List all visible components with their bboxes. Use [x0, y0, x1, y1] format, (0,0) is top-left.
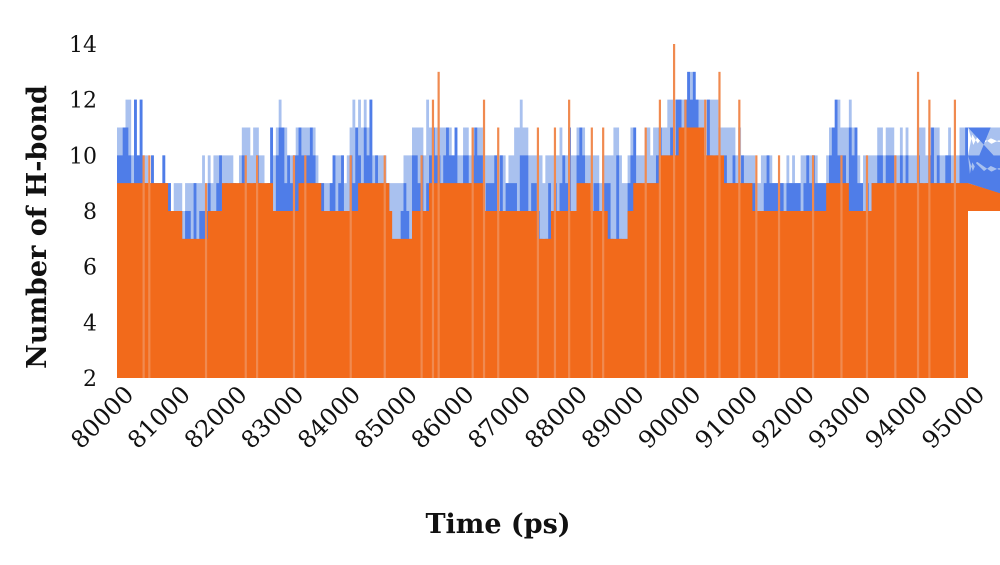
- series-2-spike-28: [777, 155, 781, 378]
- series-2-spike-30: [840, 155, 843, 378]
- y-tick-label: 4: [83, 311, 97, 336]
- series-2-spike-4: [255, 155, 259, 378]
- series-2-spike-7: [349, 155, 352, 378]
- y-axis-title: Number of H-bond: [22, 85, 53, 369]
- x-tick-label: 83000: [236, 380, 310, 454]
- series-2-spike-8: [383, 155, 386, 378]
- series-2-spike-19: [602, 127, 605, 378]
- x-tick-label: 81000: [122, 380, 196, 454]
- x-tick-label: 89000: [576, 380, 650, 454]
- x-tick-label: 80000: [65, 380, 139, 454]
- series-2-spike-26: [738, 99, 741, 379]
- series-2-spike-31: [865, 155, 869, 378]
- series-2-spike-29: [811, 155, 815, 378]
- x-tick-label: 94000: [860, 380, 934, 454]
- series-2-spike-3: [244, 155, 247, 378]
- series-2-spike-18: [590, 127, 593, 378]
- x-tick-label: 85000: [349, 380, 423, 454]
- series-2-spike-17: [568, 99, 571, 379]
- x-tick-label: 84000: [292, 380, 366, 454]
- series-2-spike-20: [644, 127, 647, 378]
- series-2-spike-23: [684, 99, 687, 379]
- x-tick-label: 93000: [803, 380, 877, 454]
- series-2-spike-14: [497, 127, 500, 378]
- series-2-spike-2: [204, 183, 208, 378]
- x-tick-label: 88000: [519, 380, 593, 454]
- x-tick-label: 91000: [690, 380, 764, 454]
- series-2-spike-9: [420, 155, 423, 378]
- plot-area: [117, 44, 1000, 379]
- series-2-spike-10: [431, 99, 435, 379]
- y-tick-label: 2: [83, 367, 97, 392]
- series-2-spike-1: [148, 155, 151, 378]
- y-tick-label: 6: [83, 256, 97, 281]
- y-tick-label: 8: [83, 200, 97, 225]
- series-2-spike-11: [437, 71, 440, 378]
- x-tick-label: 95000: [916, 380, 990, 454]
- series-2-spike-34: [928, 99, 931, 379]
- series-2-spike-27: [755, 155, 758, 378]
- x-tick-label: 82000: [179, 380, 253, 454]
- series-2-spike-32: [894, 155, 897, 378]
- y-tick-label: 10: [69, 144, 97, 169]
- y-axis-ticks: 2 4 6 8 10 12 14: [69, 33, 97, 392]
- x-tick-label: 92000: [746, 380, 820, 454]
- series-2-spike-5: [292, 155, 296, 378]
- x-tick-label: 90000: [633, 380, 707, 454]
- series-2-spike-0: [142, 155, 145, 378]
- series-2-spike-24: [704, 99, 707, 379]
- y-tick-label: 12: [69, 89, 97, 114]
- series-2-spike-13: [482, 99, 486, 379]
- series-2-spike-6: [304, 155, 307, 378]
- series-2-spike-12: [471, 127, 474, 378]
- series-2-spike-35: [953, 99, 957, 379]
- x-tick-label: 87000: [463, 380, 537, 454]
- x-axis-ticks: 8000081000820008300084000850008600087000…: [65, 380, 990, 454]
- x-tick-label: 86000: [406, 380, 480, 454]
- series-2-spike-33: [916, 71, 920, 378]
- series-2-spike-25: [718, 71, 721, 378]
- series-2-spike-22: [672, 44, 676, 378]
- series-2-spike-16: [553, 127, 557, 378]
- x-axis-title: Time (ps): [425, 509, 570, 540]
- y-tick-label: 14: [69, 33, 97, 58]
- series-2-spike-15: [536, 127, 540, 378]
- series-2-spike-21: [658, 99, 662, 379]
